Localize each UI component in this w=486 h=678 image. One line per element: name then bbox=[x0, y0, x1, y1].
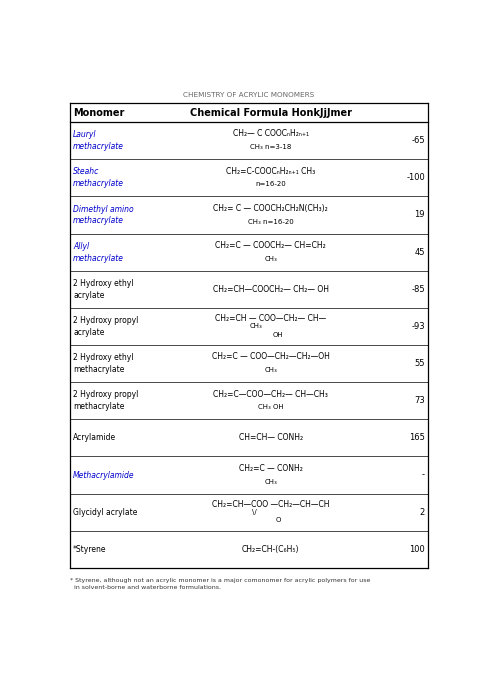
Text: -100: -100 bbox=[406, 174, 425, 182]
Text: CH₂=C—COO—CH₂— CH—CH₃: CH₂=C—COO—CH₂— CH—CH₃ bbox=[213, 390, 328, 399]
Text: 45: 45 bbox=[415, 247, 425, 256]
Text: CH₃: CH₃ bbox=[264, 479, 277, 485]
Text: -65: -65 bbox=[411, 136, 425, 145]
Text: Monomer: Monomer bbox=[73, 108, 124, 118]
Text: 2 Hydroxy ethyl
acrylate: 2 Hydroxy ethyl acrylate bbox=[73, 279, 134, 300]
Text: 2 Hydroxy ethyl
methacrylate: 2 Hydroxy ethyl methacrylate bbox=[73, 353, 134, 374]
Text: O: O bbox=[276, 517, 281, 523]
Text: CH₂=CH—COOCH₂— CH₂— OH: CH₂=CH—COOCH₂— CH₂— OH bbox=[213, 285, 329, 294]
Text: CH=CH— CONH₂: CH=CH— CONH₂ bbox=[239, 433, 303, 442]
Text: CH₂=C — CONH₂: CH₂=C — CONH₂ bbox=[239, 464, 303, 473]
Text: CH₂=C — COOCH₂— CH=CH₂: CH₂=C — COOCH₂— CH=CH₂ bbox=[215, 241, 326, 250]
Text: Dimethyl amino
methacrylate: Dimethyl amino methacrylate bbox=[73, 205, 134, 225]
Text: Allyl
methacrylate: Allyl methacrylate bbox=[73, 242, 124, 262]
Text: CH₂= C — COOCH₂CH₂N(CH₃)₂: CH₂= C — COOCH₂CH₂N(CH₃)₂ bbox=[213, 204, 328, 213]
Text: 19: 19 bbox=[415, 210, 425, 220]
Text: -: - bbox=[422, 471, 425, 479]
Text: *Styrene: *Styrene bbox=[73, 545, 107, 554]
Text: Chemical Formula HonkJjJmer: Chemical Formula HonkJjJmer bbox=[190, 108, 352, 118]
Text: Lauryl
methacrylate: Lauryl methacrylate bbox=[73, 130, 124, 151]
Text: 165: 165 bbox=[409, 433, 425, 442]
Text: Glycidyl acrylate: Glycidyl acrylate bbox=[73, 508, 138, 517]
Text: CH₂=CH—COO —CH₂—CH—CH: CH₂=CH—COO —CH₂—CH—CH bbox=[212, 500, 330, 508]
Text: CH₃ n=3-18: CH₃ n=3-18 bbox=[250, 144, 292, 151]
Text: CH₂=CH — COO—CH₂— CH—: CH₂=CH — COO—CH₂— CH— bbox=[215, 314, 327, 323]
Text: 73: 73 bbox=[414, 396, 425, 405]
Text: 2: 2 bbox=[420, 508, 425, 517]
Text: CH₂=CH-(C₆H₅): CH₂=CH-(C₆H₅) bbox=[242, 545, 299, 554]
Text: * Styrene, although not an acrylic monomer is a major comonomer for acrylic poly: * Styrene, although not an acrylic monom… bbox=[70, 578, 370, 591]
Text: CH₃: CH₃ bbox=[264, 367, 277, 374]
Text: 55: 55 bbox=[415, 359, 425, 368]
Text: CH₂— C COOCₙH₂ₙ₊₁: CH₂— C COOCₙH₂ₙ₊₁ bbox=[233, 129, 309, 138]
Text: Steahc
methacrylate: Steahc methacrylate bbox=[73, 167, 124, 188]
Text: n=16-20: n=16-20 bbox=[255, 182, 286, 188]
Text: 100: 100 bbox=[409, 545, 425, 554]
Text: \/: \/ bbox=[252, 509, 259, 515]
Text: Acrylamide: Acrylamide bbox=[73, 433, 116, 442]
Text: CH₃: CH₃ bbox=[264, 256, 277, 262]
Text: 2 Hydroxy propyl
acrylate: 2 Hydroxy propyl acrylate bbox=[73, 316, 139, 337]
Text: CH₃ OH: CH₃ OH bbox=[258, 404, 283, 410]
Text: CHEMISTRY OF ACRYLIC MONOMERS: CHEMISTRY OF ACRYLIC MONOMERS bbox=[183, 92, 315, 98]
Text: CH₃ n=16-20: CH₃ n=16-20 bbox=[248, 218, 294, 224]
Text: CH₂=C — COO—CH₂—CH₂—OH: CH₂=C — COO—CH₂—CH₂—OH bbox=[212, 353, 330, 361]
Text: 2 Hydroxy propyl
methacrylate: 2 Hydroxy propyl methacrylate bbox=[73, 391, 139, 411]
Text: CH₂=C-COOCₙH₂ₙ₊₁ CH₃: CH₂=C-COOCₙH₂ₙ₊₁ CH₃ bbox=[226, 167, 315, 176]
Text: -93: -93 bbox=[411, 322, 425, 331]
Text: -85: -85 bbox=[411, 285, 425, 294]
Text: CH₃: CH₃ bbox=[249, 323, 262, 330]
Text: OH: OH bbox=[273, 332, 283, 338]
Text: Methacrylamide: Methacrylamide bbox=[73, 471, 135, 479]
